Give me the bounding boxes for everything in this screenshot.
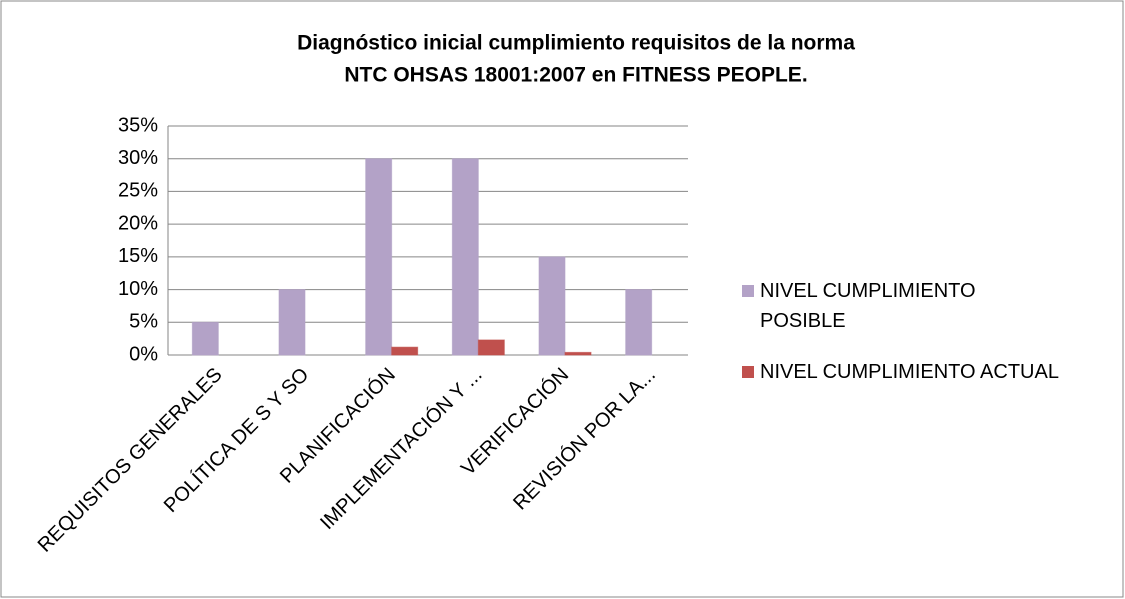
bar [477, 339, 505, 356]
legend-item: NIVEL CUMPLIMIENTO POSIBLE [742, 276, 1012, 336]
legend-label: NIVEL CUMPLIMIENTO ACTUAL [760, 361, 1059, 383]
legend-item: NIVEL CUMPLIMIENTO ACTUAL [742, 357, 1102, 387]
bar [564, 351, 592, 356]
y-tick-label: 25% [118, 180, 158, 202]
bar [538, 256, 566, 356]
bar [625, 289, 653, 356]
bar [365, 158, 393, 356]
y-tick-label: 15% [118, 245, 158, 267]
legend-swatch [742, 366, 754, 378]
legend-label: NIVEL CUMPLIMIENTO POSIBLE [760, 280, 976, 332]
chart-title: Diagnóstico inicial cumplimiento requisi… [297, 32, 855, 55]
bar [191, 321, 219, 356]
y-tick-label: 10% [118, 278, 158, 300]
y-tick-label: 5% [129, 311, 158, 333]
bar [391, 346, 419, 356]
y-tick-label: 0% [129, 343, 158, 365]
chart-title: NTC OHSAS 18001:2007 en FITNESS PEOPLE. [344, 64, 807, 87]
y-tick-label: 20% [118, 212, 158, 234]
bar [278, 289, 306, 356]
bar [451, 158, 479, 356]
legend-swatch [742, 285, 754, 297]
y-tick-label: 30% [118, 147, 158, 169]
y-tick-label: 35% [118, 114, 158, 136]
